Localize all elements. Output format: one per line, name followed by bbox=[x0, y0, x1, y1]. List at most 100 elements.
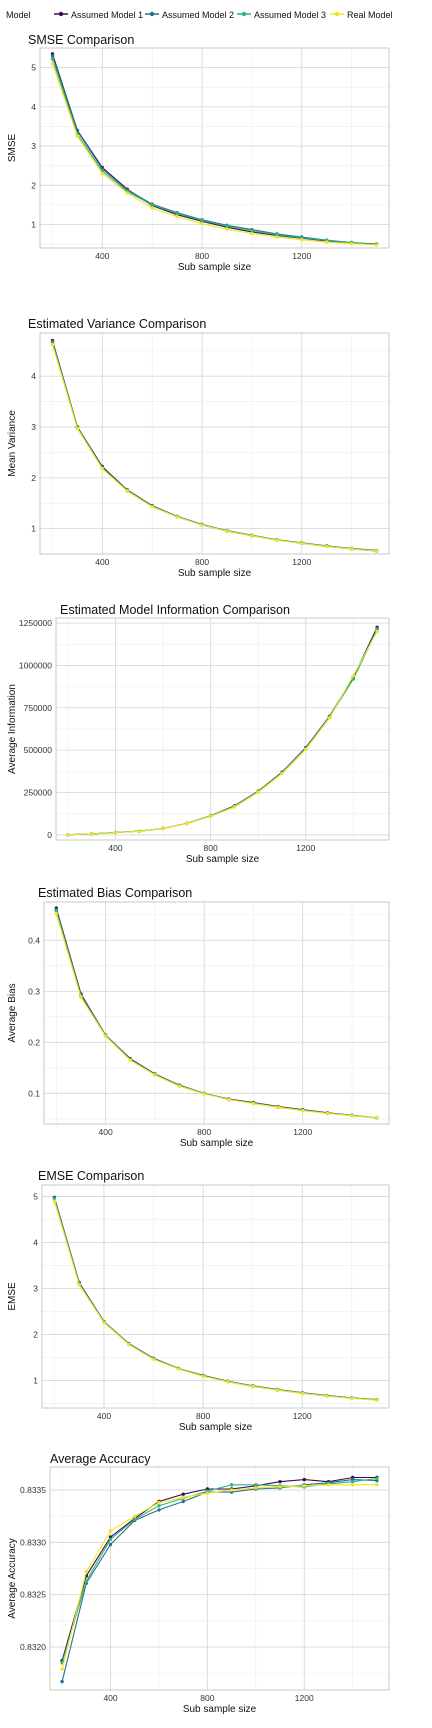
series-line bbox=[61, 1477, 377, 1663]
data-point bbox=[60, 1667, 64, 1671]
data-point bbox=[326, 1483, 331, 1487]
data-point bbox=[300, 541, 304, 545]
data-point bbox=[325, 544, 329, 549]
data-point bbox=[349, 547, 354, 551]
data-point bbox=[108, 1537, 113, 1541]
y-tick-label: 4 bbox=[31, 102, 36, 112]
data-point bbox=[375, 629, 379, 634]
data-point bbox=[125, 191, 129, 195]
data-point bbox=[50, 343, 55, 347]
chart-title: Estimated Variance Comparison bbox=[28, 317, 206, 331]
chart-title: Estimated Bias Comparison bbox=[38, 886, 192, 900]
plot-border bbox=[49, 1466, 390, 1691]
data-point bbox=[90, 832, 94, 836]
data-point bbox=[205, 1491, 210, 1495]
data-point bbox=[181, 1492, 185, 1496]
series bbox=[52, 1195, 379, 1402]
y-axis-label: Average Information bbox=[7, 684, 18, 774]
legend-label: Assumed Model 2 bbox=[162, 10, 234, 20]
data-point bbox=[304, 747, 308, 751]
data-point bbox=[151, 1357, 156, 1362]
data-point bbox=[127, 1342, 131, 1347]
y-tick-label: 0.1 bbox=[28, 1088, 40, 1098]
data-point bbox=[325, 1394, 329, 1398]
chart-title: Average Accuracy bbox=[50, 1452, 151, 1466]
series-line bbox=[61, 1484, 377, 1670]
data-point bbox=[226, 1380, 230, 1384]
data-point bbox=[175, 214, 179, 219]
chart-panel: SMSE Comparison 400 800 1200 1 2 3 4 5 Sub sample… bbox=[7, 33, 390, 273]
data-point bbox=[229, 1488, 234, 1492]
x-tick-label: 400 bbox=[95, 557, 109, 567]
y-tick-label: 250000 bbox=[24, 788, 53, 798]
data-point bbox=[54, 912, 58, 916]
data-point bbox=[278, 1485, 282, 1489]
data-point bbox=[254, 1486, 258, 1490]
data-point bbox=[137, 829, 141, 833]
data-point bbox=[251, 1101, 256, 1106]
series-line bbox=[51, 63, 377, 246]
data-point bbox=[161, 826, 165, 831]
legend-key-point bbox=[149, 11, 155, 17]
data-point bbox=[150, 203, 154, 207]
data-point bbox=[133, 1517, 137, 1522]
data-point bbox=[113, 830, 118, 835]
data-point bbox=[50, 54, 55, 58]
y-tick-label: 3 bbox=[31, 422, 36, 432]
data-point bbox=[229, 1483, 234, 1487]
y-tick-label: 5 bbox=[31, 63, 36, 73]
data-point bbox=[84, 1579, 89, 1583]
legend-title: Model bbox=[6, 10, 31, 20]
y-tick-label: 750000 bbox=[24, 703, 53, 713]
data-point bbox=[150, 505, 154, 509]
y-tick-label: 4 bbox=[33, 1237, 38, 1247]
data-point bbox=[250, 534, 254, 538]
series-line bbox=[67, 629, 378, 836]
series bbox=[54, 912, 379, 1120]
data-point bbox=[201, 1374, 205, 1379]
data-point bbox=[60, 1679, 64, 1684]
x-tick-label: 1200 bbox=[295, 1693, 314, 1703]
data-point bbox=[302, 1477, 306, 1482]
data-point bbox=[351, 673, 355, 678]
data-point bbox=[177, 1084, 182, 1088]
y-tick-label: 0.8335 bbox=[20, 1485, 46, 1495]
x-tick-label: 400 bbox=[95, 251, 109, 261]
data-point bbox=[52, 1199, 57, 1203]
y-tick-label: 4 bbox=[31, 371, 36, 381]
data-point bbox=[103, 1034, 108, 1038]
series-line bbox=[51, 340, 377, 552]
data-point bbox=[102, 1320, 106, 1325]
data-point bbox=[280, 771, 284, 776]
data-point bbox=[232, 805, 237, 809]
data-point bbox=[300, 1391, 304, 1396]
data-point bbox=[66, 833, 70, 837]
gridlines bbox=[40, 333, 389, 554]
series bbox=[50, 54, 379, 246]
series-line bbox=[53, 1198, 377, 1401]
plot-border bbox=[43, 901, 390, 1125]
y-axis-label: Mean Variance bbox=[7, 410, 18, 477]
data-point bbox=[175, 515, 179, 519]
data-point bbox=[225, 227, 229, 231]
x-axis-label: Sub sample size bbox=[183, 1704, 257, 1715]
chart-panels: SMSE Comparison 400 800 1200 1 2 3 4 5 Sub sample… bbox=[7, 33, 390, 1715]
data-point bbox=[100, 466, 105, 471]
data-point bbox=[375, 1116, 379, 1120]
data-point bbox=[79, 995, 83, 1000]
gridlines bbox=[50, 1467, 389, 1690]
series-line bbox=[67, 631, 378, 836]
x-axis-label: Sub sample size bbox=[178, 262, 252, 273]
series-line bbox=[61, 1476, 377, 1661]
legend: Model Assumed Model 1 Assumed Model 2 Assu… bbox=[6, 10, 393, 20]
data-point bbox=[157, 1504, 161, 1508]
data-point bbox=[350, 1396, 354, 1401]
data-point bbox=[200, 523, 204, 527]
plot-border bbox=[39, 332, 390, 555]
y-tick-label: 500000 bbox=[24, 745, 53, 755]
series-line bbox=[51, 341, 377, 551]
plot-border bbox=[55, 617, 390, 841]
data-point bbox=[185, 821, 189, 826]
legend-item: Assumed Model 3 bbox=[237, 10, 326, 20]
series-line bbox=[51, 53, 377, 245]
